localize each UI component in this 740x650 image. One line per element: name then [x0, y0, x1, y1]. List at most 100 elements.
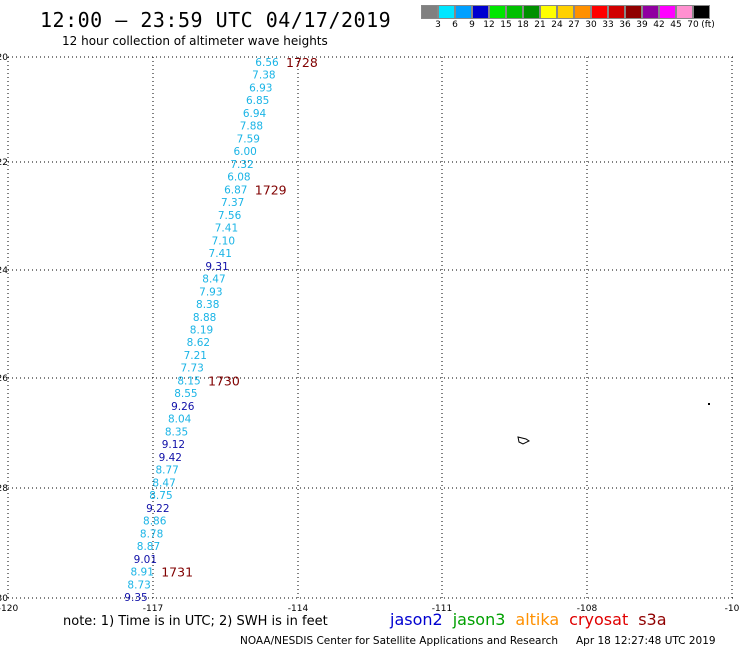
wave-height-value: 7.37: [221, 197, 244, 209]
wave-height-value: 9.22: [146, 503, 169, 515]
wave-height-value: 7.88: [240, 121, 263, 133]
pass-time-labels: 1728 1729 1730 1731: [161, 55, 318, 580]
legend-swatch: [608, 5, 625, 19]
legend-label: 18: [517, 20, 529, 30]
legend-label: 30: [585, 20, 597, 30]
wave-height-value: 8.88: [193, 312, 216, 324]
lon-tick-label: -108: [577, 604, 598, 614]
wave-height-value: 6.56: [255, 57, 279, 69]
wave-height-value: 7.93: [199, 286, 222, 298]
wave-height-value: 7.41: [215, 223, 238, 235]
legend-swatch: [574, 5, 591, 19]
map-grid: [7, 56, 734, 600]
wave-height-value: 7.59: [237, 133, 260, 145]
pass-time-label: 1729: [255, 182, 287, 197]
wave-height-value: 8.35: [165, 426, 188, 438]
wave-height-value: 8.77: [155, 465, 178, 477]
legend-swatch: [540, 5, 557, 19]
wave-height-value: 7.73: [180, 363, 203, 375]
island-shape: [517, 436, 530, 445]
wave-height-value: 9.12: [162, 439, 185, 451]
satellite-name: jason2: [390, 610, 443, 629]
satellite-name: cryosat: [569, 610, 629, 629]
wave-height-value: 6.87: [224, 184, 247, 196]
wave-height-value: 7.10: [212, 235, 235, 247]
wave-height-value: 9.35: [124, 592, 147, 604]
legend-label: 6: [452, 20, 458, 30]
wave-height-value: 8.04: [168, 414, 192, 426]
lon-tick-label: -114: [288, 604, 309, 614]
legend-swatch: [557, 5, 574, 19]
lon-tick-label: -111: [432, 604, 452, 614]
wave-height-value: 8.47: [202, 274, 225, 286]
legend-swatches: [421, 5, 710, 19]
lon-tick-label: -120: [0, 604, 18, 614]
legend-label: 42: [653, 20, 665, 30]
lat-tick-label: -28: [0, 484, 8, 494]
satellite-legend: jason2 jason3 altika cryosat s3a: [390, 610, 677, 629]
footer-note: note: 1) Time is in UTC; 2) SWH is in fe…: [63, 614, 328, 629]
wave-height-value: 7.41: [209, 248, 232, 260]
legend-label: 36: [619, 20, 631, 30]
wave-height-value: 8.62: [187, 337, 210, 349]
page-title: 12:00 – 23:59 UTC 04/17/2019: [40, 8, 392, 32]
legend-label: 45: [670, 20, 682, 30]
generated-timestamp: Apr 18 12:27:48 UTC 2019: [576, 635, 716, 647]
wave-height-value: 7.32: [230, 159, 253, 171]
wave-height-value: 9.31: [205, 261, 228, 273]
wave-height-value: 8.86: [143, 516, 167, 528]
wave-height-value: 8.78: [140, 528, 163, 540]
legend-swatch: [489, 5, 506, 19]
legend-swatch: [523, 5, 540, 19]
legend-unit: (ft): [701, 20, 715, 30]
credit-text: NOAA/NESDIS Center for Satellite Applica…: [240, 635, 558, 647]
wave-height-value: 9.26: [171, 401, 195, 413]
wave-height-value: 8.19: [190, 325, 213, 337]
wave-height-values: 6.567.386.936.856.947.887.596.007.326.08…: [124, 57, 279, 604]
legend-swatch: [455, 5, 472, 19]
wave-height-value: 8.55: [174, 388, 197, 400]
satellite-name: jason3: [452, 610, 506, 629]
pass-time-label: 1730: [208, 373, 240, 388]
legend-label: 15: [500, 20, 512, 30]
wave-height-value: 8.91: [131, 567, 154, 579]
legend-label: 3: [435, 20, 441, 30]
legend-swatch: [591, 5, 608, 19]
pass-time-label: 1731: [161, 565, 193, 580]
lat-tick-label: -20: [0, 53, 8, 63]
lon-tick-label: -10: [725, 604, 740, 614]
wave-height-value: 7.21: [184, 350, 207, 362]
legend-label: 12: [483, 20, 495, 30]
lat-tick-label: -24: [0, 266, 8, 276]
footer-credit: NOAA/NESDIS Center for Satellite Applica…: [240, 635, 716, 647]
legend-label: 24: [551, 20, 563, 30]
wave-height-value: 6.93: [249, 82, 272, 94]
legend-label: 9: [469, 20, 475, 30]
color-legend: 3 6 9 12 15 18 21 24 27 30 33 36 39 42 45 70 (ft): [421, 5, 715, 33]
wave-height-value: 6.94: [243, 108, 267, 120]
wave-height-value: 8.47: [152, 477, 175, 489]
wave-height-value: 6.00: [233, 146, 256, 158]
wave-height-value: 9.01: [134, 554, 157, 566]
wave-height-value: 6.85: [246, 95, 269, 107]
map-tick-labels: -120 -117 -114 -111 -108 -10 -20 -22 -24 -26 -28 -3…: [0, 53, 740, 614]
lat-tick-label: -22: [0, 158, 8, 168]
satellite-name: s3a: [638, 610, 667, 629]
lon-tick-label: -117: [143, 604, 163, 614]
wave-height-value: 6.08: [227, 172, 250, 184]
pass-time-label: 1728: [286, 55, 318, 70]
legend-swatch: [642, 5, 659, 19]
wave-height-value: 9.42: [159, 452, 182, 464]
legend-swatch: [625, 5, 642, 19]
legend-labels: 3 6 9 12 15 18 21 24 27 30 33 36 39 42 45 70 (ft): [421, 19, 715, 33]
legend-label: 21: [534, 20, 546, 30]
lat-tick-label: -30: [0, 594, 8, 604]
legend-label: 27: [568, 20, 580, 30]
wave-height-value: 7.56: [218, 210, 242, 222]
legend-label: 33: [602, 20, 614, 30]
legend-swatch: [472, 5, 489, 19]
legend-label: 39: [636, 20, 648, 30]
legend-label: 70: [687, 20, 699, 30]
lat-tick-label: -26: [0, 374, 8, 384]
